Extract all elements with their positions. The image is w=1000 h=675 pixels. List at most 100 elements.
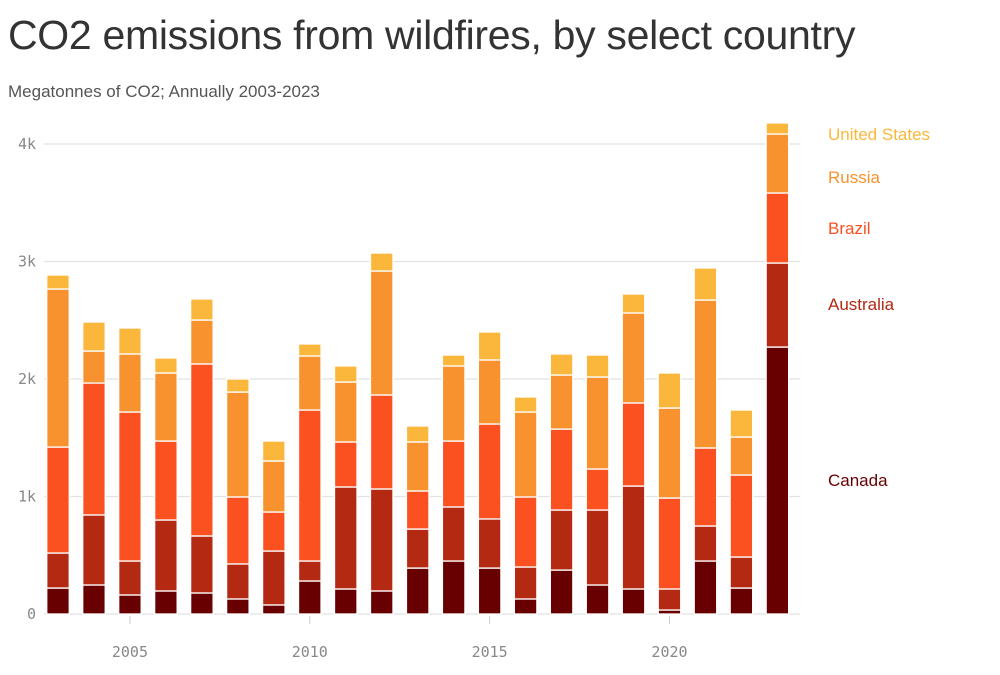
chart-subtitle: Megatonnes of CO2; Annually 2003-2023 bbox=[8, 82, 320, 101]
bar-segment-canada bbox=[189, 592, 214, 615]
bar-segment-australia bbox=[118, 560, 142, 596]
bar-segment-canada bbox=[118, 594, 142, 615]
bar-segment-brazil bbox=[333, 441, 358, 488]
bar-segment-brazil bbox=[261, 511, 286, 552]
bar-segment-australia bbox=[405, 528, 430, 569]
bar-segment-canada bbox=[585, 584, 610, 615]
bar-segment-russia bbox=[441, 365, 466, 442]
bar-segment-russia bbox=[333, 381, 358, 443]
bar-segment-australia bbox=[154, 519, 178, 592]
bar-segment-australia bbox=[657, 588, 682, 611]
bar-segment-russia bbox=[729, 436, 754, 476]
bar-segment-canada bbox=[477, 567, 502, 615]
bar-segment-united-states bbox=[765, 122, 790, 135]
bar-segment-united-states bbox=[657, 372, 682, 409]
bar-segment-brazil bbox=[82, 382, 106, 516]
bar-segment-australia bbox=[729, 556, 754, 589]
bar-segment-brazil bbox=[549, 428, 574, 511]
bar-segment-brazil bbox=[225, 496, 250, 565]
bar-segment-canada bbox=[297, 580, 322, 615]
bar-segment-brazil bbox=[46, 446, 70, 554]
x-tick-label: 2015 bbox=[472, 643, 508, 661]
y-tick-label: 1k bbox=[18, 488, 36, 506]
bar-segment-brazil bbox=[154, 440, 178, 521]
bar-segment-australia bbox=[333, 486, 358, 590]
bar-segment-canada bbox=[693, 560, 718, 615]
series-label-russia: Russia bbox=[828, 168, 881, 187]
series-label-australia: Australia bbox=[828, 295, 895, 314]
bar-segment-canada bbox=[369, 590, 394, 615]
series-label-canada: Canada bbox=[828, 471, 888, 490]
x-tick-label: 2010 bbox=[292, 643, 328, 661]
bar-segment-brazil bbox=[513, 496, 538, 568]
bar-segment-canada bbox=[765, 346, 790, 615]
y-tick-label: 0 bbox=[27, 605, 36, 623]
bar-segment-brazil bbox=[693, 447, 718, 527]
chart-title: CO2 emissions from wildfires, by select … bbox=[8, 12, 856, 58]
bar-segment-united-states bbox=[477, 331, 502, 361]
bar-segment-united-states bbox=[189, 298, 214, 321]
bar-segment-canada bbox=[549, 569, 574, 615]
bar-segment-australia bbox=[261, 550, 286, 606]
bar-segment-brazil bbox=[189, 363, 214, 537]
y-tick-label: 3k bbox=[18, 253, 36, 271]
bar-segment-russia bbox=[513, 411, 538, 498]
bar-segment-russia bbox=[405, 441, 430, 492]
bar-segment-australia bbox=[369, 488, 394, 592]
bar-segment-brazil bbox=[441, 440, 466, 508]
bar-segment-russia bbox=[118, 353, 142, 413]
bar-segment-united-states bbox=[549, 353, 574, 376]
bar-segment-australia bbox=[297, 560, 322, 582]
bar-segment-australia bbox=[621, 485, 646, 590]
bar-segment-russia bbox=[46, 288, 70, 448]
bar-segment-australia bbox=[441, 506, 466, 562]
bar-segment-canada bbox=[46, 587, 70, 615]
bar-segment-australia bbox=[82, 514, 106, 586]
bar-segment-united-states bbox=[225, 378, 250, 393]
bar-segment-united-states bbox=[82, 321, 106, 352]
bar-segment-russia bbox=[297, 355, 322, 411]
bar-segment-canada bbox=[441, 560, 466, 615]
bar-segment-brazil bbox=[621, 402, 646, 487]
bar-segment-united-states bbox=[729, 409, 754, 438]
bar-segment-russia bbox=[225, 391, 250, 498]
bar-segment-brazil bbox=[765, 192, 790, 264]
bar-segment-canada bbox=[261, 604, 286, 615]
bar-segment-canada bbox=[729, 587, 754, 615]
bar-segment-canada bbox=[82, 584, 106, 615]
bar-segment-brazil bbox=[477, 423, 502, 520]
bar-segment-australia bbox=[513, 566, 538, 600]
bar-segment-russia bbox=[657, 407, 682, 499]
bar-segment-russia bbox=[765, 133, 790, 194]
bar-segment-united-states bbox=[513, 396, 538, 413]
bar-segment-russia bbox=[369, 270, 394, 396]
bar-segment-canada bbox=[405, 567, 430, 615]
x-tick-label: 2005 bbox=[112, 643, 148, 661]
bar-segment-united-states bbox=[621, 293, 646, 314]
bar-segment-canada bbox=[621, 588, 646, 615]
bar-segment-brazil bbox=[369, 394, 394, 490]
bar-segment-russia bbox=[82, 350, 106, 384]
bar-segment-russia bbox=[693, 299, 718, 449]
bar-segment-canada bbox=[225, 598, 250, 615]
bar-segment-brazil bbox=[585, 468, 610, 511]
bar-segment-united-states bbox=[585, 354, 610, 378]
bar-segment-russia bbox=[585, 376, 610, 470]
bar-segment-australia bbox=[585, 509, 610, 586]
bar-segment-australia bbox=[765, 262, 790, 348]
bar-segment-brazil bbox=[729, 474, 754, 558]
bar-segment-australia bbox=[549, 509, 574, 571]
bar-segment-russia bbox=[154, 372, 178, 442]
bar-segment-russia bbox=[189, 319, 214, 365]
bar-segment-united-states bbox=[261, 440, 286, 462]
bar-segment-brazil bbox=[657, 497, 682, 590]
bar-segment-canada bbox=[513, 598, 538, 615]
bar-segment-australia bbox=[189, 535, 214, 594]
y-tick-label: 2k bbox=[18, 370, 36, 388]
bar-segment-united-states bbox=[369, 252, 394, 272]
bar-segment-russia bbox=[549, 374, 574, 430]
bar-segment-australia bbox=[477, 518, 502, 569]
bar-segment-russia bbox=[621, 312, 646, 404]
bar-segment-brazil bbox=[297, 409, 322, 562]
